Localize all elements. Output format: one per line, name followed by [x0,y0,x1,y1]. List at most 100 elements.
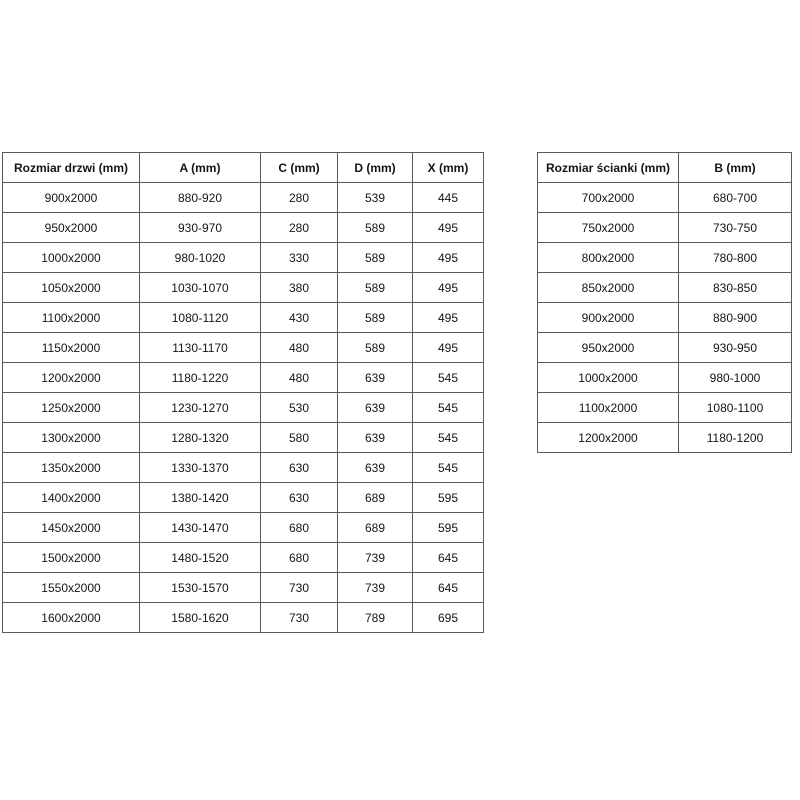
table-cell: 1450x2000 [2,512,140,543]
table-cell: 1350x2000 [2,452,140,483]
table-cell: 880-900 [678,302,792,333]
table-cell: 545 [412,362,484,393]
table-cell: 680 [260,512,338,543]
table-row: 1000x2000 980-1000 [537,362,792,393]
table-cell: 1050x2000 [2,272,140,303]
wall-panel-sizes-table-header: Rozmiar ścianki (mm) B (mm) [537,152,792,183]
table-cell: 780-800 [678,242,792,273]
table-cell: 495 [412,272,484,303]
table-cell: 639 [337,362,413,393]
table-cell: 730-750 [678,212,792,243]
table-cell: 589 [337,272,413,303]
table-cell: 480 [260,362,338,393]
table-cell: 750x2000 [537,212,679,243]
table-row: 700x2000 680-700 [537,182,792,213]
table-cell: 1130-1170 [139,332,261,363]
table-cell: 1600x2000 [2,602,140,633]
table-cell: 1000x2000 [537,362,679,393]
table-cell: 495 [412,302,484,333]
table-cell: 1180-1220 [139,362,261,393]
table-cell: 530 [260,392,338,423]
table-cell: 830-850 [678,272,792,303]
table-cell: 850x2000 [537,272,679,303]
table-cell: 695 [412,602,484,633]
table-cell: 1150x2000 [2,332,140,363]
table-cell: 980-1020 [139,242,261,273]
table-cell: 589 [337,302,413,333]
table-row: 1400x2000 1380-1420 630 689 595 [2,482,484,513]
table-cell: 545 [412,392,484,423]
table-cell: 1500x2000 [2,542,140,573]
table-cell: 1100x2000 [2,302,140,333]
table-cell: 1000x2000 [2,242,140,273]
table-cell: 545 [412,422,484,453]
table-cell: 580 [260,422,338,453]
table-cell: 545 [412,452,484,483]
table-cell: 495 [412,212,484,243]
table-cell: 1200x2000 [537,422,679,453]
table-row: 1250x2000 1230-1270 530 639 545 [2,392,484,423]
wall-panel-sizes-table: Rozmiar ścianki (mm) B (mm) 700x2000 680-7… [537,152,792,453]
header-row: Rozmiar ścianki (mm) B (mm) [537,152,792,183]
table-cell: 1580-1620 [139,602,261,633]
table-cell: 589 [337,212,413,243]
table-cell: 739 [337,572,413,603]
column-header: D (mm) [337,152,413,183]
table-cell: 680 [260,542,338,573]
table-cell: 539 [337,182,413,213]
table-row: 1450x2000 1430-1470 680 689 595 [2,512,484,543]
table-cell: 380 [260,272,338,303]
table-cell: 930-950 [678,332,792,363]
table-row: 1500x2000 1480-1520 680 739 645 [2,542,484,573]
table-row: 950x2000 930-970 280 589 495 [2,212,484,243]
table-cell: 930-970 [139,212,261,243]
table-cell: 680-700 [678,182,792,213]
table-cell: 950x2000 [537,332,679,363]
table-cell: 1480-1520 [139,542,261,573]
table-cell: 639 [337,392,413,423]
table-cell: 1080-1120 [139,302,261,333]
column-header: Rozmiar drzwi (mm) [2,152,140,183]
column-header: C (mm) [260,152,338,183]
table-cell: 1230-1270 [139,392,261,423]
table-row: 1350x2000 1330-1370 630 639 545 [2,452,484,483]
table-cell: 789 [337,602,413,633]
wall-panel-sizes-table-body: 700x2000 680-700 750x2000 730-750 800x2000 78… [537,182,792,453]
table-row: 900x2000 880-900 [537,302,792,333]
table-cell: 445 [412,182,484,213]
column-header: B (mm) [678,152,792,183]
table-cell: 1080-1100 [678,392,792,423]
table-cell: 1530-1570 [139,572,261,603]
table-cell: 589 [337,332,413,363]
table-cell: 330 [260,242,338,273]
table-cell: 1280-1320 [139,422,261,453]
door-sizes-table-body: 900x2000 880-920 280 539 445 950x2000 930-970 2… [2,182,484,633]
table-cell: 1330-1370 [139,452,261,483]
table-row: 800x2000 780-800 [537,242,792,273]
table-cell: 1380-1420 [139,482,261,513]
table-cell: 630 [260,482,338,513]
table-cell: 980-1000 [678,362,792,393]
table-cell: 595 [412,482,484,513]
table-row: 1300x2000 1280-1320 580 639 545 [2,422,484,453]
table-cell: 1100x2000 [537,392,679,423]
table-cell: 645 [412,542,484,573]
table-row: 1550x2000 1530-1570 730 739 645 [2,572,484,603]
table-row: 1200x2000 1180-1200 [537,422,792,453]
table-row: 750x2000 730-750 [537,212,792,243]
header-row: Rozmiar drzwi (mm) A (mm) C (mm) D (mm) X (m… [2,152,484,183]
table-cell: 700x2000 [537,182,679,213]
table-cell: 1550x2000 [2,572,140,603]
table-cell: 639 [337,422,413,453]
table-cell: 800x2000 [537,242,679,273]
table-cell: 1400x2000 [2,482,140,513]
column-header: A (mm) [139,152,261,183]
column-header: Rozmiar ścianki (mm) [537,152,679,183]
table-cell: 495 [412,332,484,363]
table-cell: 280 [260,182,338,213]
table-row: 1000x2000 980-1020 330 589 495 [2,242,484,273]
table-cell: 630 [260,452,338,483]
table-cell: 900x2000 [2,182,140,213]
table-cell: 689 [337,512,413,543]
